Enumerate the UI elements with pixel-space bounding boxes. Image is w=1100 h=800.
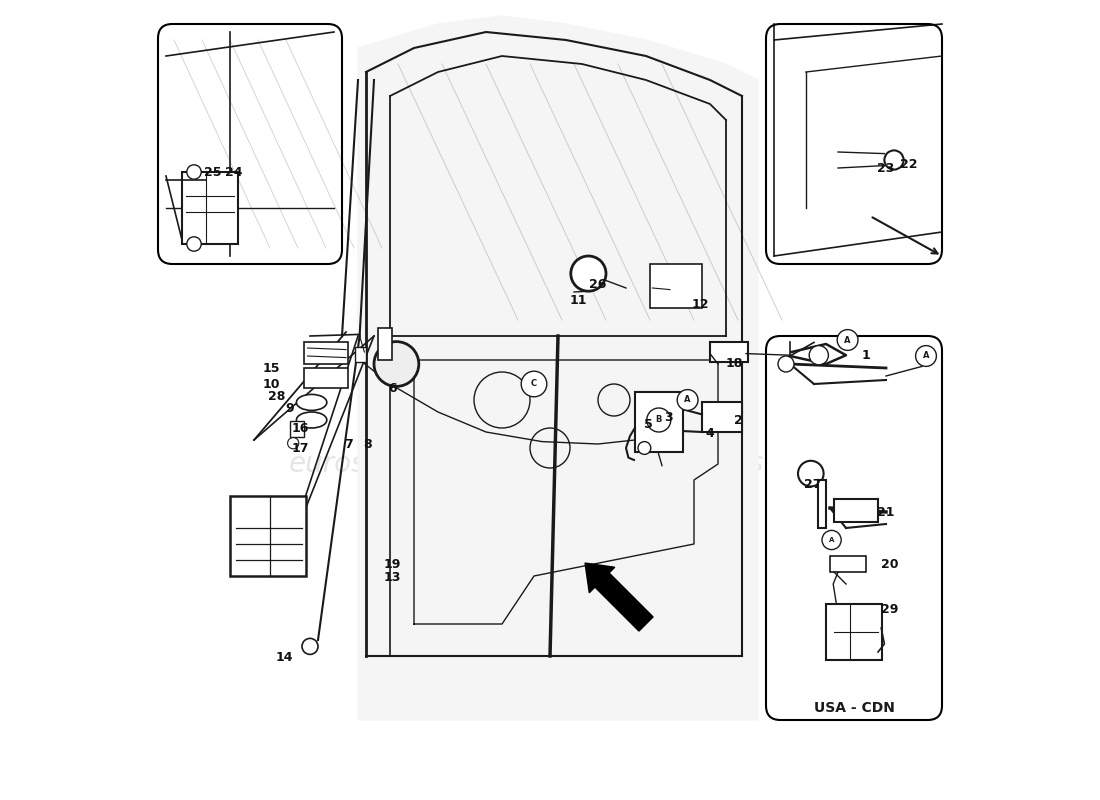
Bar — [710, 342, 748, 362]
Bar — [834, 499, 878, 522]
Ellipse shape — [296, 394, 327, 410]
Circle shape — [302, 638, 318, 654]
Bar — [818, 480, 826, 528]
Text: 10: 10 — [263, 378, 280, 390]
Text: 19: 19 — [384, 558, 402, 570]
Text: 28: 28 — [267, 390, 285, 402]
Text: 29: 29 — [881, 603, 899, 616]
Text: 6: 6 — [388, 382, 397, 394]
Bar — [702, 402, 743, 432]
Bar — [830, 556, 866, 572]
Text: 17: 17 — [292, 442, 309, 454]
Text: 21: 21 — [878, 506, 894, 518]
Circle shape — [778, 356, 794, 372]
Text: 22: 22 — [900, 158, 917, 170]
Text: 9: 9 — [286, 402, 295, 414]
Circle shape — [187, 237, 201, 251]
Text: A: A — [923, 351, 930, 361]
Text: 15: 15 — [263, 362, 280, 374]
Text: 26: 26 — [590, 278, 607, 290]
Circle shape — [571, 256, 606, 291]
Text: A: A — [845, 335, 851, 345]
Text: 18: 18 — [725, 358, 742, 370]
Circle shape — [187, 165, 201, 179]
Text: 16: 16 — [292, 422, 309, 434]
Text: 14: 14 — [276, 651, 293, 664]
Bar — [182, 172, 238, 244]
Bar — [230, 496, 306, 576]
Polygon shape — [358, 16, 758, 720]
Circle shape — [521, 371, 547, 397]
Text: 13: 13 — [384, 571, 402, 584]
Text: 4: 4 — [705, 427, 714, 440]
Text: 24: 24 — [226, 166, 243, 178]
Bar — [304, 368, 348, 388]
Text: 20: 20 — [881, 558, 899, 570]
Text: 12: 12 — [692, 298, 710, 310]
Bar — [304, 342, 348, 364]
Bar — [826, 604, 882, 660]
Text: 8: 8 — [363, 438, 372, 450]
Circle shape — [798, 461, 824, 486]
Text: 7: 7 — [344, 438, 353, 450]
Circle shape — [822, 530, 842, 550]
Text: A: A — [829, 537, 834, 543]
Circle shape — [647, 408, 671, 432]
Text: C: C — [531, 379, 537, 389]
Text: 2: 2 — [734, 414, 742, 426]
Bar — [635, 392, 683, 452]
Text: eurospares: eurospares — [608, 450, 763, 478]
Text: 27: 27 — [804, 478, 821, 490]
Circle shape — [810, 346, 828, 365]
Circle shape — [638, 442, 651, 454]
Circle shape — [884, 150, 903, 170]
Text: 1: 1 — [861, 350, 870, 362]
Text: USA - CDN: USA - CDN — [814, 701, 894, 715]
Circle shape — [837, 330, 858, 350]
Circle shape — [374, 342, 419, 386]
Circle shape — [915, 346, 936, 366]
Bar — [650, 264, 702, 308]
Bar — [378, 328, 393, 360]
Bar — [355, 347, 366, 362]
Text: 11: 11 — [570, 294, 586, 306]
Text: 3: 3 — [664, 411, 673, 424]
Text: eurospares: eurospares — [288, 450, 443, 478]
Text: B: B — [656, 415, 662, 425]
Circle shape — [287, 438, 299, 449]
Text: 25: 25 — [204, 166, 221, 178]
Bar — [290, 421, 305, 437]
Text: 23: 23 — [878, 162, 894, 174]
FancyArrow shape — [585, 563, 653, 631]
Circle shape — [678, 390, 698, 410]
Ellipse shape — [296, 412, 327, 428]
Text: A: A — [684, 395, 691, 405]
Text: 5: 5 — [644, 418, 652, 430]
